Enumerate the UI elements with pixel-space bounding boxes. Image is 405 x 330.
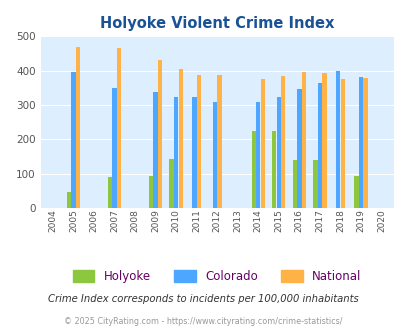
- Bar: [153, 92, 158, 208]
- Bar: [76, 47, 80, 208]
- Bar: [169, 159, 173, 208]
- Bar: [212, 102, 217, 208]
- Title: Holyoke Violent Crime Index: Holyoke Violent Crime Index: [100, 16, 334, 31]
- Bar: [276, 97, 280, 208]
- Bar: [112, 88, 116, 208]
- Bar: [296, 89, 301, 208]
- Bar: [256, 102, 260, 208]
- Bar: [301, 72, 305, 208]
- Bar: [358, 78, 362, 208]
- Bar: [108, 177, 112, 208]
- Bar: [71, 72, 75, 208]
- Bar: [260, 79, 264, 208]
- Bar: [292, 160, 296, 208]
- Legend: Holyoke, Colorado, National: Holyoke, Colorado, National: [68, 265, 365, 288]
- Text: Crime Index corresponds to incidents per 100,000 inhabitants: Crime Index corresponds to incidents per…: [47, 294, 358, 304]
- Bar: [67, 192, 71, 208]
- Bar: [281, 77, 285, 208]
- Bar: [251, 131, 255, 208]
- Bar: [158, 60, 162, 208]
- Bar: [362, 78, 367, 208]
- Bar: [312, 160, 317, 208]
- Bar: [354, 176, 358, 208]
- Bar: [217, 75, 221, 208]
- Bar: [178, 69, 182, 208]
- Bar: [335, 71, 339, 208]
- Bar: [317, 82, 321, 208]
- Bar: [271, 131, 276, 208]
- Bar: [192, 97, 196, 208]
- Bar: [149, 176, 153, 208]
- Bar: [117, 48, 121, 208]
- Bar: [196, 75, 200, 208]
- Bar: [174, 97, 178, 208]
- Bar: [322, 73, 326, 208]
- Bar: [340, 79, 344, 208]
- Text: © 2025 CityRating.com - https://www.cityrating.com/crime-statistics/: © 2025 CityRating.com - https://www.city…: [64, 317, 341, 326]
